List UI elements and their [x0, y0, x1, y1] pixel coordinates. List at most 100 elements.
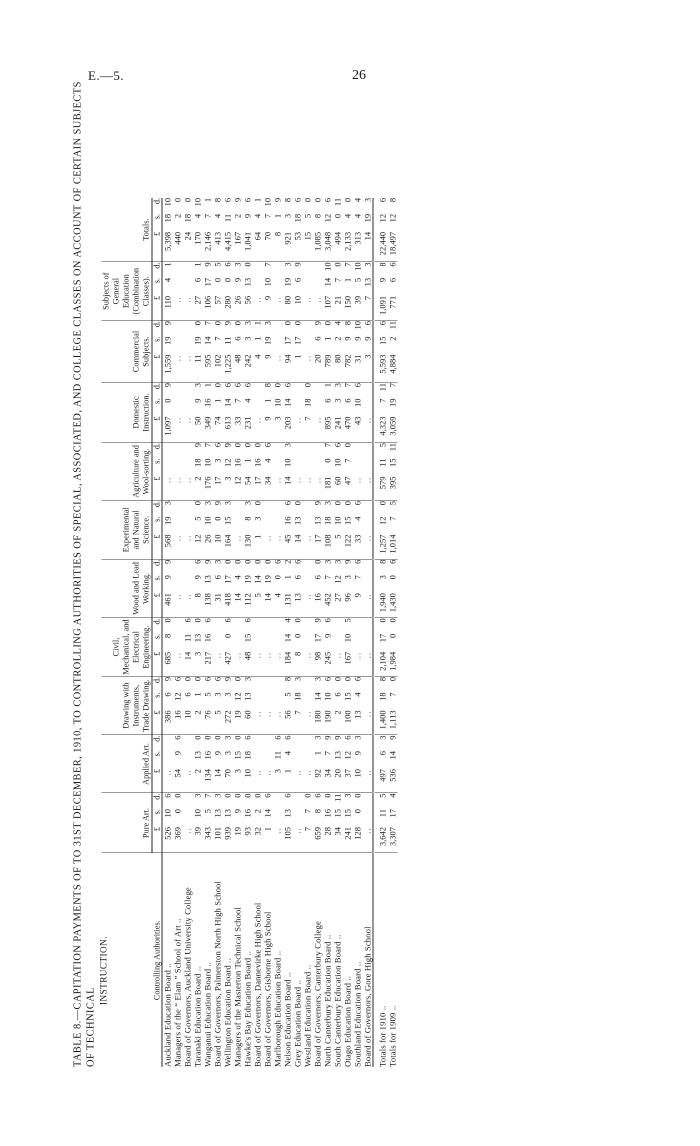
cell-applied_art-pence: 9 [332, 735, 343, 740]
cell-commercial-pounds: 5,593 [374, 354, 388, 383]
cell-experimental-pounds: 1 [252, 534, 263, 560]
rotated-table-block: Table 8.—Capitation Payments of to 31st … [68, 73, 633, 1073]
cell-general_ed-pounds: .. [182, 295, 193, 321]
cell-domestic-pounds: 74 [212, 416, 223, 443]
cell-pure_art-pence: 6 [282, 793, 293, 798]
cell-experimental-shillings: 3 [252, 516, 263, 521]
cell-experimental-pence [303, 501, 313, 517]
cell-experimental-shillings: 15 [222, 516, 233, 526]
cell-civil_mech-shillings: 10 [342, 633, 353, 643]
cell-agriculture-pence [313, 443, 323, 459]
cell-drawing-pence: 9 [222, 676, 233, 682]
col-header-controlling-authorities: Controlling Authorities. [101, 853, 162, 1067]
cell-pure_art-pence: 0 [322, 793, 333, 798]
cell-wood_lead-pounds: .. [172, 593, 183, 618]
cell-civil_mech-pence: 6 [222, 618, 233, 623]
cell-commercial-pence: 9 [162, 321, 173, 326]
cell-experimental-pounds: .. [182, 534, 193, 560]
col-unit-applied_art-pence: d. [152, 735, 162, 751]
row-label: Totals for 1910 .. [377, 1005, 388, 1067]
cell-applied_art-pounds: 1 [282, 769, 293, 793]
cell-experimental-shillings: 13 [312, 516, 323, 526]
cell-pure_art-pounds: 659 [312, 827, 323, 853]
cell-drawing-shillings: 18 [377, 692, 388, 701]
cell-general_ed-pence: 9 [202, 262, 213, 267]
cell-experimental-shillings [303, 517, 313, 535]
col-unit-agriculture-pounds: £ [152, 476, 162, 501]
cell-commercial-pence: 10 [352, 321, 363, 330]
cell-agriculture-pounds: .. [362, 476, 373, 501]
cell-drawing-pence [253, 676, 263, 692]
cell-drawing-pounds: 2 [192, 710, 203, 735]
row-label: Southland Education Board .. [352, 961, 363, 1067]
table-row: Wanganui Education Board .. 343 5 7 134 16 0 76… [202, 198, 213, 1067]
cell-totals-shillings: 4 [252, 213, 263, 219]
table-row: Southland Education Board .. 128 0 0 10 9 3 13 4… [352, 198, 363, 1067]
cell-commercial-pounds: 782 [342, 354, 353, 383]
cell-totals-pounds: 18,497 [387, 231, 398, 262]
cell-agriculture-shillings [353, 459, 363, 477]
cell-commercial-shillings [303, 337, 313, 355]
cell-totals-pounds: 53 [292, 231, 303, 262]
cell-commercial-pounds: 595 [202, 354, 213, 383]
cell-general_ed-pence: 1 [192, 262, 203, 267]
cell-commercial-shillings [273, 337, 283, 355]
cell-applied_art-pounds: 34 [322, 769, 333, 793]
cell-wood_lead-shillings: 12 [332, 575, 343, 584]
cell-drawing-pence: 3 [242, 676, 253, 682]
cell-agriculture-shillings [303, 459, 313, 477]
cell-commercial-shillings: 1 [322, 336, 333, 341]
cell-experimental-shillings [363, 517, 374, 535]
cell-drawing-pence: 3 [312, 676, 323, 682]
cell-general_ed-pence [183, 262, 193, 278]
cell-applied_art-pence: 6 [282, 735, 293, 740]
cell-civil_mech-shillings: 11 [182, 633, 193, 642]
cell-commercial-pence [303, 321, 313, 337]
cell-drawing-pence: 0 [192, 676, 203, 682]
cell-civil_mech-pence [233, 618, 243, 634]
table-head-groups: Controlling Authorities. Pure Art. Appli… [101, 197, 162, 1067]
cell-wood_lead-shillings: 13 [202, 575, 213, 584]
cell-commercial-pence: 7 [202, 321, 213, 326]
cell-pure_art-shillings: 13 [212, 809, 223, 818]
cell-applied_art-pence [253, 735, 263, 751]
cell-wood_lead-shillings: 1 [282, 575, 293, 580]
cell-drawing-pounds: .. [302, 710, 313, 735]
cell-domestic-shillings: 1 [262, 398, 273, 403]
cell-applied_art-shillings [263, 751, 273, 769]
cell-domestic-pounds: .. [362, 416, 373, 443]
cell-agriculture-pounds: .. [172, 476, 183, 501]
cell-totals-pence: 6 [222, 197, 233, 203]
cell-general_ed-pence [303, 262, 313, 278]
table-row: Board of Governors, Dannevirke High Scho… [252, 198, 263, 1067]
cell-applied_art-pounds: 14 [212, 769, 223, 793]
cell-pure_art-pounds: 526 [162, 827, 173, 853]
cell-general_ed-pence: 3 [362, 262, 373, 267]
cell-agriculture-pounds: 17 [212, 476, 223, 501]
cell-domestic-pounds: 241 [332, 416, 343, 443]
cell-wood_lead-pence: 3 [322, 559, 333, 564]
cell-general_ed-pence [173, 262, 183, 278]
cell-commercial-shillings: 19 [192, 336, 203, 346]
col-unit-agriculture-shillings: s. [152, 458, 162, 477]
cell-drawing-pounds: 100 [342, 710, 353, 735]
cell-commercial-shillings: 2 [387, 336, 398, 341]
cell-experimental-pounds: 26 [202, 534, 213, 560]
cell-civil_mech-shillings [253, 634, 263, 652]
cell-totals-pounds: 3,048 [322, 231, 333, 262]
cell-domestic-pounds: 50 [192, 416, 203, 443]
cell-applied_art-pence: 0 [192, 735, 203, 740]
cell-commercial-shillings: 14 [202, 336, 213, 346]
cell-general_ed-pence: 3 [282, 262, 293, 267]
cell-pure_art-shillings: 15 [342, 809, 353, 818]
cell-wood_lead-pounds: 1,940 [374, 593, 388, 618]
cell-pure_art-pounds: .. [182, 827, 193, 853]
cell-experimental-shillings: 7 [387, 516, 398, 521]
page-number: 26 [352, 68, 366, 83]
cell-general_ed-shillings: 14 [322, 277, 333, 287]
cell-wood_lead-pounds: 4 [272, 593, 283, 618]
cell-domestic-pounds: 4,323 [374, 416, 388, 443]
cell-experimental-shillings: 19 [162, 516, 173, 526]
cell-civil_mech-pounds: 98 [312, 651, 323, 677]
cell-drawing-pence: 6 [172, 676, 183, 682]
